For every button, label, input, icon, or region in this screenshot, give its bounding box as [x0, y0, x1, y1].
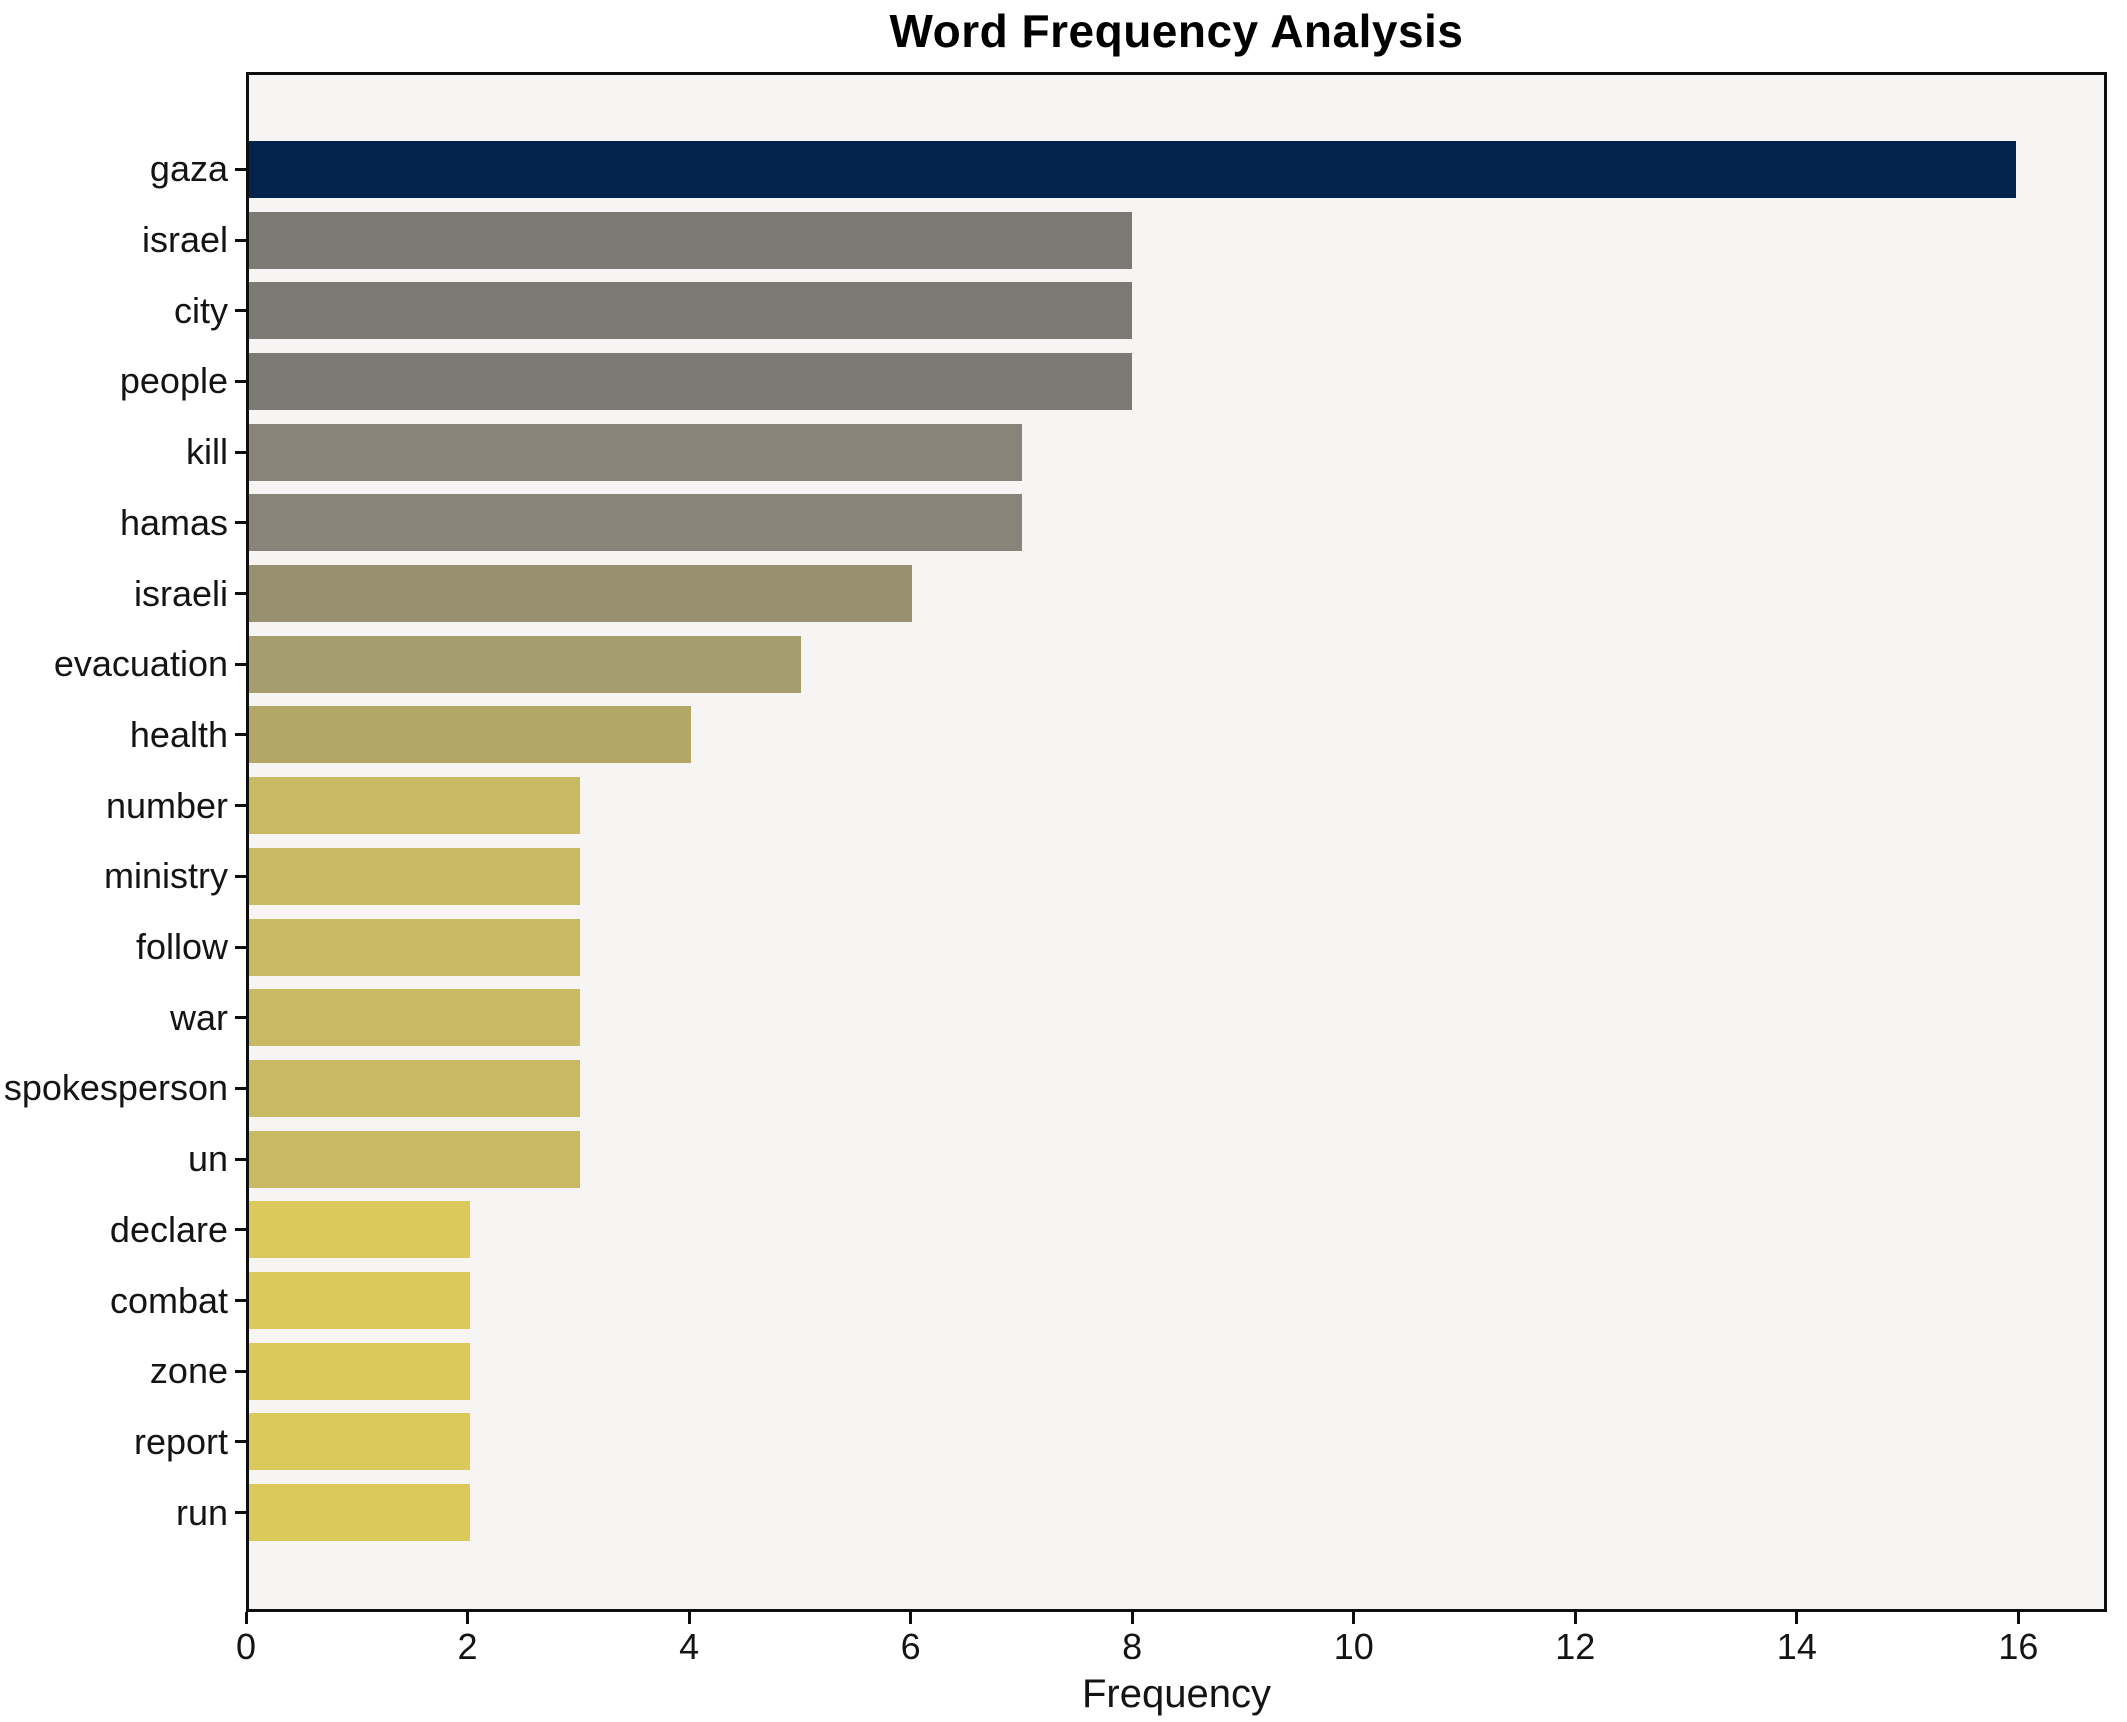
y-tick-mark: [235, 1228, 246, 1232]
y-tick-label-report: report: [133, 1420, 228, 1462]
y-tick-label-un: un: [187, 1138, 228, 1180]
y-tick-mark: [235, 1016, 246, 1020]
chart-title: Word Frequency Analysis: [889, 5, 1464, 57]
y-tick-label-declare: declare: [109, 1208, 228, 1250]
y-tick-mark: [235, 592, 246, 596]
y-tick-label-gaza: gaza: [149, 148, 228, 190]
x-tick-label-14: 14: [1776, 1626, 1817, 1667]
bar-follow: [249, 918, 581, 976]
y-tick-mark: [235, 521, 246, 525]
y-tick-label-ministry: ministry: [104, 855, 228, 897]
bar-people: [249, 352, 1133, 410]
y-tick-mark: [235, 450, 246, 454]
x-tick-label-4: 4: [679, 1626, 700, 1667]
y-tick-mark: [235, 945, 246, 949]
y-tick-label-war: war: [169, 996, 228, 1038]
y-tick-label-kill: kill: [186, 431, 228, 473]
y-tick-mark: [235, 804, 246, 808]
bar-city: [249, 282, 1133, 340]
y-tick-mark: [235, 662, 246, 666]
y-tick-mark: [235, 1440, 246, 1444]
bar-gaza: [249, 140, 2016, 198]
y-tick-mark: [235, 1086, 246, 1090]
x-tick-mark: [909, 1612, 913, 1624]
y-tick-label-israeli: israeli: [133, 572, 228, 614]
y-tick-mark: [235, 1369, 246, 1373]
y-tick-mark: [235, 733, 246, 737]
x-tick-mark: [466, 1612, 470, 1624]
bar-declare: [249, 1201, 470, 1259]
bar-combat: [249, 1272, 470, 1330]
y-tick-mark: [235, 309, 246, 313]
bar-un: [249, 1130, 581, 1188]
x-tick-mark: [1795, 1612, 1799, 1624]
x-tick-mark: [1573, 1612, 1577, 1624]
bar-hamas: [249, 494, 1022, 552]
y-tick-mark: [235, 379, 246, 383]
x-tick-mark: [2016, 1612, 2020, 1624]
x-tick-label-16: 16: [1998, 1626, 2039, 1667]
y-tick-label-health: health: [129, 713, 228, 755]
y-tick-label-hamas: hamas: [119, 501, 228, 543]
bar-evacuation: [249, 635, 802, 693]
y-tick-label-combat: combat: [109, 1279, 228, 1321]
y-tick-mark: [235, 1157, 246, 1161]
bar-kill: [249, 423, 1022, 481]
x-axis-label: Frequency: [1082, 1672, 1271, 1716]
x-tick-label-6: 6: [900, 1626, 921, 1667]
y-tick-mark: [235, 1511, 246, 1515]
bar-israel: [249, 211, 1133, 269]
y-tick-mark: [235, 238, 246, 242]
x-tick-label-2: 2: [457, 1626, 478, 1667]
y-tick-label-run: run: [175, 1491, 228, 1533]
y-tick-label-people: people: [119, 360, 228, 402]
x-tick-label-8: 8: [1122, 1626, 1143, 1667]
y-tick-label-spokesperson: spokesperson: [3, 1067, 228, 1109]
y-tick-label-city: city: [174, 289, 228, 331]
x-tick-mark: [244, 1612, 248, 1624]
y-tick-label-follow: follow: [135, 926, 228, 968]
x-tick-mark: [1130, 1612, 1134, 1624]
y-tick-mark: [235, 1299, 246, 1303]
bar-ministry: [249, 847, 581, 905]
bar-number: [249, 777, 581, 835]
x-tick-label-12: 12: [1555, 1626, 1596, 1667]
y-tick-label-evacuation: evacuation: [53, 643, 228, 685]
y-tick-mark: [235, 874, 246, 878]
y-tick-label-israel: israel: [141, 219, 228, 261]
x-tick-label-0: 0: [235, 1626, 257, 1667]
x-tick-mark: [1352, 1612, 1356, 1624]
bar-israeli: [249, 565, 912, 623]
plot-area: [246, 72, 2107, 1612]
bar-zone: [249, 1342, 470, 1400]
x-tick-mark: [687, 1612, 691, 1624]
bar-run: [249, 1484, 470, 1542]
y-tick-label-number: number: [105, 784, 228, 826]
bar-report: [249, 1413, 470, 1471]
y-tick-label-zone: zone: [149, 1350, 228, 1392]
bar-health: [249, 706, 691, 764]
bar-war: [249, 989, 581, 1047]
y-tick-mark: [235, 167, 246, 171]
x-tick-label-10: 10: [1333, 1626, 1374, 1667]
bar-spokesperson: [249, 1059, 581, 1117]
